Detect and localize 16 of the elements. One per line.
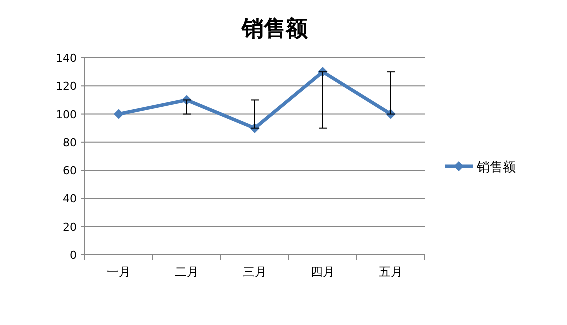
y-tick-label: 80	[63, 136, 77, 150]
x-tick-label: 一月	[107, 265, 131, 279]
y-tick-label: 120	[56, 80, 77, 94]
chart-title: 销售额	[241, 16, 309, 42]
x-tick-label: 五月	[379, 265, 403, 279]
point	[114, 109, 124, 120]
x-tick-label: 三月	[243, 265, 267, 279]
x-tick-label: 四月	[311, 265, 335, 279]
x-tick-label: 二月	[175, 265, 199, 279]
y-tick-label: 20	[63, 220, 77, 234]
y-tick-label: 140	[56, 52, 77, 65]
y-tick-label: 60	[63, 164, 77, 178]
y-tick-label: 40	[63, 192, 77, 206]
y-tick-label: 0	[70, 249, 77, 262]
legend-label: 销售额	[476, 160, 516, 176]
y-tick-label: 100	[56, 108, 77, 122]
